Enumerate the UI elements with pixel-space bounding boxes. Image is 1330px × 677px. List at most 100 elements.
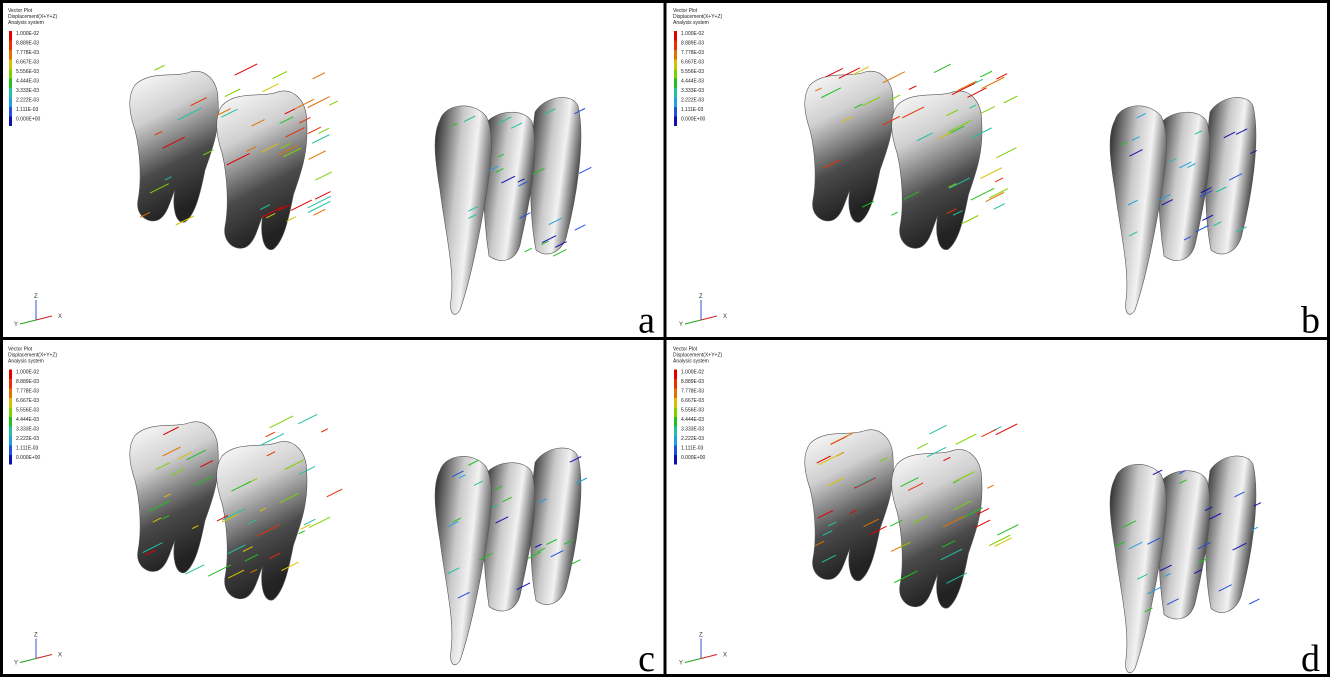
axis-label: Y <box>14 322 18 328</box>
tooth <box>435 106 491 315</box>
legend-swatch <box>9 117 12 127</box>
vector-arrow <box>934 64 951 72</box>
axis <box>685 320 701 324</box>
legend-value: 3.333E-03 <box>16 88 39 94</box>
vector-arrow <box>266 432 275 437</box>
tooth <box>531 97 581 254</box>
tooth <box>435 456 491 665</box>
legend-value: 6.667E-03 <box>681 398 704 404</box>
vector-arrow <box>309 517 330 528</box>
vector-arrow <box>996 424 1017 435</box>
tooth <box>130 71 219 222</box>
legend-value: 5.556E-03 <box>681 408 704 414</box>
legend-swatch <box>9 417 12 427</box>
legend-swatch <box>674 60 677 70</box>
legend-swatch <box>674 50 677 60</box>
vector-arrow <box>987 485 994 488</box>
panel-label: d <box>1301 638 1320 677</box>
vector-arrow <box>299 531 305 534</box>
axis-label: Z <box>699 294 703 300</box>
legend-swatch <box>674 69 677 79</box>
vector-arrow <box>980 71 992 77</box>
axis <box>701 655 717 659</box>
vector-arrow <box>883 72 905 83</box>
panel-label: b <box>1301 300 1320 342</box>
legend-value: 1.111E-03 <box>16 446 39 452</box>
vector-arrow <box>982 429 997 437</box>
legend-swatch <box>9 379 12 389</box>
legend-value: 1.000E-02 <box>16 370 39 376</box>
legend-swatch <box>674 398 677 408</box>
legend-swatch <box>674 446 677 456</box>
axis-label: Z <box>34 294 38 300</box>
axis-triad: ZYX <box>679 294 727 328</box>
vector-arrow <box>917 443 927 448</box>
vector-arrow <box>579 167 591 173</box>
teeth <box>805 64 1257 314</box>
figure: Vector PlotDisplacement(X+Y+Z)Analysis s… <box>0 0 1330 677</box>
legend-swatch <box>674 417 677 427</box>
vector-arrow <box>956 434 977 444</box>
vector-arrow <box>309 151 326 160</box>
vector-arrow <box>304 519 316 525</box>
legend-value: 7.778E-03 <box>681 50 704 56</box>
legend-value: 3.333E-03 <box>681 88 704 94</box>
vector-arrow <box>315 172 331 180</box>
legend-swatch <box>674 79 677 89</box>
vector-arrow <box>961 215 978 223</box>
vector-arrow <box>958 81 977 90</box>
tooth <box>892 450 982 609</box>
legend-swatch <box>9 446 12 456</box>
axis-triad: ZYX <box>14 294 62 328</box>
legend-value: 0.000E+00 <box>16 117 41 123</box>
legend-value: 2.222E-03 <box>681 98 704 104</box>
legend-value: 6.667E-03 <box>681 60 704 66</box>
legend-value: 5.556E-03 <box>16 69 39 75</box>
legend-swatch <box>674 389 677 399</box>
vector-arrow <box>997 525 1018 535</box>
tooth <box>1206 456 1256 613</box>
panel: Vector PlotDisplacement(X+Y+Z)Analysis s… <box>673 347 1320 677</box>
axis-label: X <box>723 314 727 320</box>
vector-arrow <box>575 225 586 230</box>
axis <box>685 659 701 663</box>
legend-value: 8.889E-03 <box>681 41 704 47</box>
legend-swatch <box>674 427 677 437</box>
teeth <box>130 414 587 665</box>
legend-swatch <box>9 408 12 418</box>
vector-arrow <box>1004 96 1018 103</box>
vector-arrow <box>968 88 987 98</box>
legend-value: 5.556E-03 <box>16 408 39 414</box>
vector-arrow <box>909 86 916 90</box>
axis <box>701 316 717 320</box>
legend-swatch <box>9 41 12 51</box>
legend-swatch <box>9 50 12 60</box>
axis-label: Y <box>14 661 18 667</box>
legend-swatch <box>674 107 677 117</box>
vector-arrow <box>313 73 325 79</box>
vector-arrow <box>225 89 240 97</box>
legend-value: 2.222E-03 <box>16 98 39 104</box>
vector-arrow <box>329 101 338 105</box>
vector-arrow <box>891 212 897 215</box>
axis-label: X <box>58 653 62 659</box>
vector-arrow <box>1249 599 1259 604</box>
legend-value: 1.000E-02 <box>681 370 704 376</box>
legend-value: 8.889E-03 <box>681 379 704 385</box>
tooth <box>1158 471 1209 619</box>
legend-value: 0.000E+00 <box>681 117 706 123</box>
vector-arrow <box>313 209 325 215</box>
vector-arrow <box>980 168 1002 179</box>
legend-value: 2.222E-03 <box>681 436 704 442</box>
legend-value: 0.000E+00 <box>681 455 706 461</box>
legend-swatch <box>674 408 677 418</box>
axis <box>20 320 36 324</box>
legend-swatch <box>674 436 677 446</box>
legend-swatch <box>9 398 12 408</box>
legend-swatch <box>9 389 12 399</box>
vector-arrow <box>996 148 1016 158</box>
legend-value: 3.333E-03 <box>681 427 704 433</box>
legend-swatch <box>674 117 677 127</box>
tooth <box>483 112 534 260</box>
tooth <box>1158 112 1209 260</box>
